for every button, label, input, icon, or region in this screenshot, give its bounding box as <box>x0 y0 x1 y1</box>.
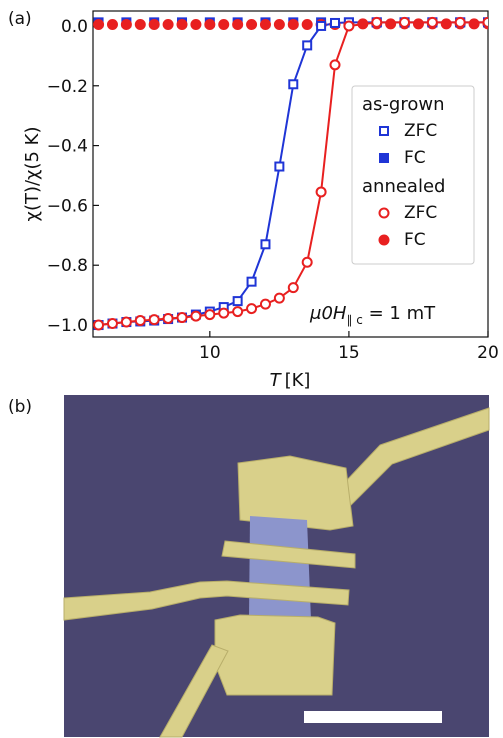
x-axis-var: T <box>270 370 283 391</box>
data-point <box>287 282 299 294</box>
data-point <box>134 315 146 327</box>
data-point <box>399 16 411 28</box>
data-point <box>190 310 202 322</box>
data-point <box>218 18 230 30</box>
data-point <box>232 306 244 318</box>
legend-entry-label: ZFC <box>404 203 437 223</box>
data-point <box>385 18 397 30</box>
data-point <box>148 18 160 30</box>
x-axis-unit: [K] <box>285 370 311 391</box>
data-point <box>412 18 424 30</box>
x-tick-label: 20 <box>477 343 499 363</box>
data-point <box>218 307 230 319</box>
x-tick-label: 15 <box>338 343 360 363</box>
field-annotation: μ0H∥ c = 1 mT <box>309 303 436 327</box>
data-point <box>274 161 285 172</box>
legend-marker <box>378 234 390 246</box>
legend-entry-label: FC <box>404 148 426 168</box>
plot-frame <box>92 10 489 338</box>
data-point <box>357 18 369 30</box>
top-contact-pad <box>237 455 354 531</box>
legend-marker <box>379 153 389 163</box>
y-tick-label: −0.6 <box>47 196 88 216</box>
data-point <box>246 276 257 287</box>
series-layer <box>93 16 488 331</box>
upper-voltage-strip <box>221 540 356 569</box>
data-point <box>190 18 202 30</box>
legend-marker <box>379 126 389 136</box>
data-point <box>232 18 244 30</box>
x-axis-label: T [K] <box>270 370 311 391</box>
data-point <box>454 16 466 28</box>
y-tick-label: −0.8 <box>47 256 88 276</box>
data-point <box>246 303 258 315</box>
data-point <box>93 319 105 331</box>
data-point <box>316 20 327 31</box>
data-point <box>440 18 452 30</box>
data-point <box>259 18 271 30</box>
lower-voltage-strip <box>63 580 350 621</box>
data-point <box>134 18 146 30</box>
data-point <box>371 16 383 28</box>
legend-marker <box>378 207 390 219</box>
device-micrograph <box>63 395 490 738</box>
susceptibility-chart: 10 15 20 0.0 −0.2 −0.4 −0.6 −0.8 −1.0 χ(T)/χ(5 K… <box>22 10 499 391</box>
x-tick-label: 10 <box>199 343 221 363</box>
data-point <box>232 296 243 307</box>
data-point <box>273 292 285 304</box>
legend-group-label: as-grown <box>362 94 444 115</box>
data-point <box>93 18 105 30</box>
data-point <box>468 18 480 30</box>
series-annealed-zfc <box>93 16 488 331</box>
legend-entry-label: FC <box>404 230 426 250</box>
data-point <box>120 316 132 328</box>
bottom-lead <box>159 644 229 738</box>
data-point <box>204 18 216 30</box>
data-point <box>148 314 160 326</box>
annotation-main: μ0H <box>309 303 347 324</box>
data-point <box>106 18 118 30</box>
data-point <box>302 40 313 51</box>
y-tick-label: −0.2 <box>47 77 88 97</box>
y-tick-label: 0.0 <box>61 17 88 37</box>
data-point <box>301 256 313 268</box>
data-point <box>162 312 174 324</box>
data-point <box>315 186 327 198</box>
y-tick-label: −0.4 <box>47 137 88 157</box>
data-point <box>246 18 258 30</box>
legend-entry-label: ZFC <box>404 121 437 141</box>
data-point <box>343 20 355 32</box>
legend-group-label: annealed <box>362 176 445 197</box>
data-point <box>288 79 299 90</box>
data-point <box>329 59 341 71</box>
data-point <box>426 16 438 28</box>
y-axis-label: χ(T)/χ(5 K) <box>22 127 43 222</box>
data-point <box>176 312 188 324</box>
annotation-sub: ∥ c <box>346 313 362 327</box>
data-point <box>162 18 174 30</box>
data-point <box>330 17 341 28</box>
data-point <box>120 18 132 30</box>
legend: as-grown ZFC FC annealed ZFC FC <box>351 85 475 265</box>
scale-bar <box>304 711 442 723</box>
annotation-rest: = 1 mT <box>363 303 436 324</box>
sample-flake <box>249 516 311 620</box>
data-point <box>301 18 313 30</box>
data-point <box>273 18 285 30</box>
data-point <box>106 318 118 330</box>
data-point <box>260 239 271 250</box>
data-point <box>204 309 216 321</box>
data-point <box>259 298 271 310</box>
panel-label-a: (a) <box>8 9 32 29</box>
bottom-contact-pad <box>214 614 336 696</box>
panel-label-b: (b) <box>8 397 32 417</box>
data-point <box>176 18 188 30</box>
data-point <box>287 18 299 30</box>
data-point <box>482 16 488 28</box>
y-tick-label: −1.0 <box>47 316 88 336</box>
